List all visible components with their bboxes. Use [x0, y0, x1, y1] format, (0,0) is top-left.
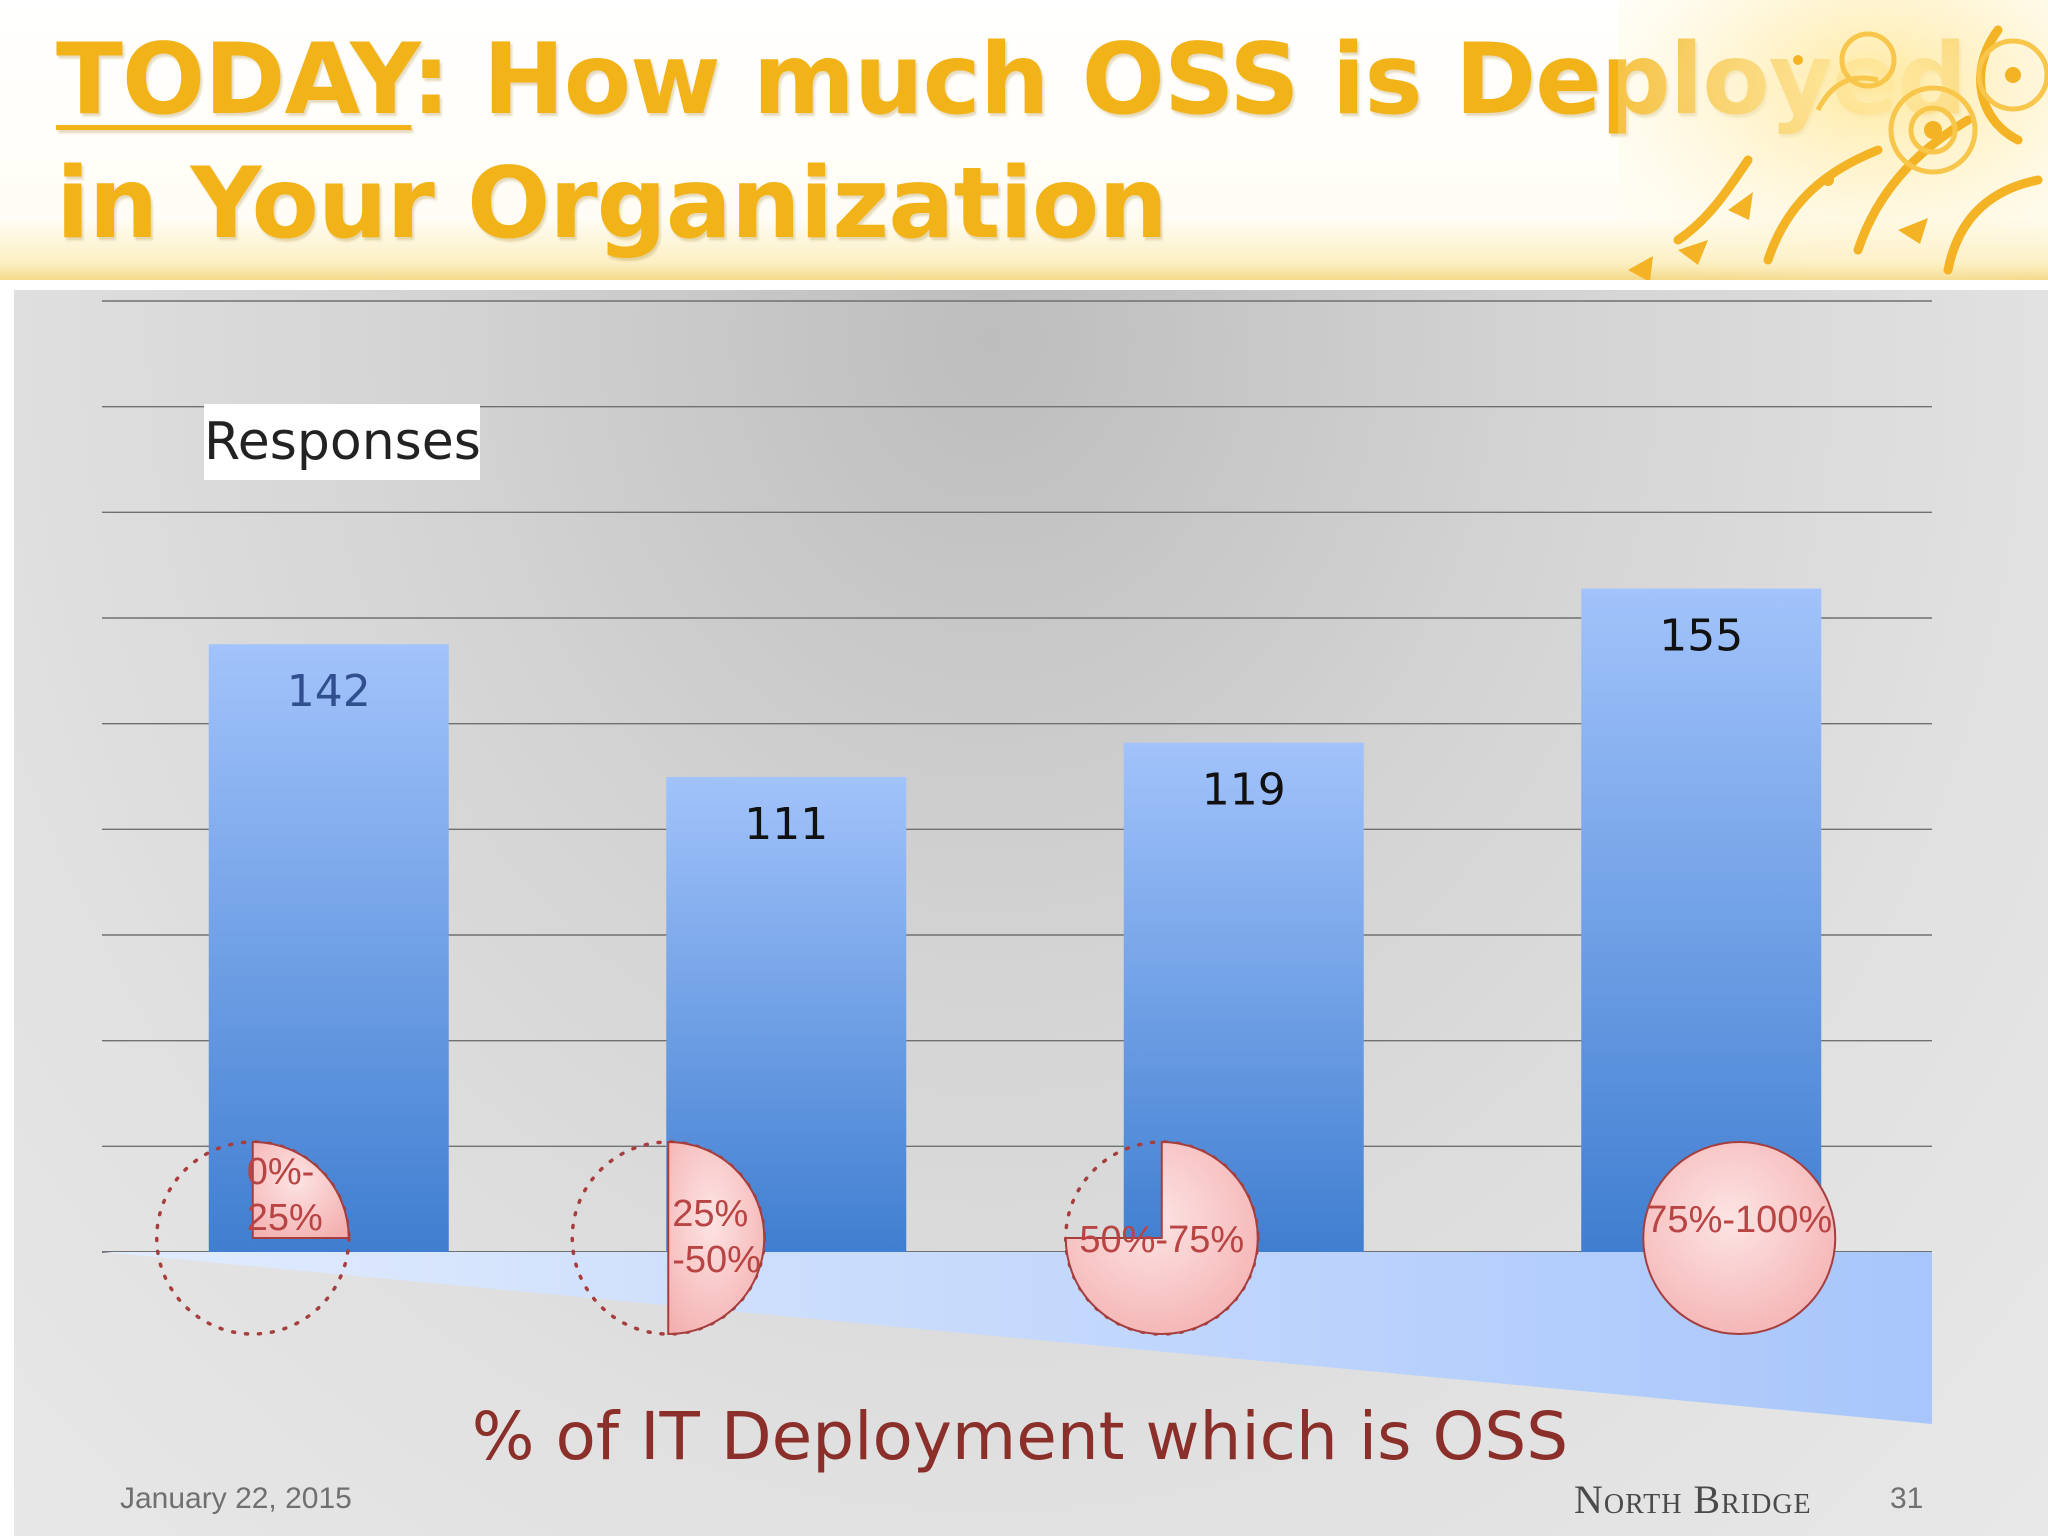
slide-header: TODAY: How much OSS is Deployed in Your … — [0, 0, 2048, 280]
category-label: 25% -50% — [672, 1193, 761, 1281]
category-label-line: 50%-75% — [1079, 1219, 1244, 1261]
category-label-line: 0%- — [247, 1151, 315, 1193]
bar-value-label: 142 — [287, 666, 371, 717]
pie-slice — [251, 1140, 350, 1239]
bar — [1123, 742, 1364, 1252]
axis-wedge — [102, 1252, 1932, 1424]
y-axis-label: Responses — [204, 404, 481, 480]
bar-value-label: 111 — [744, 799, 828, 850]
footer-date: January 22, 2015 — [120, 1482, 352, 1515]
category-label-line: -50% — [672, 1239, 761, 1281]
category-label-line: 75%-100% — [1646, 1199, 1832, 1241]
page-number: 31 — [1890, 1482, 1924, 1515]
category-label-line: 25% — [672, 1193, 748, 1235]
footer-brand-logo: North Bridge — [1574, 1477, 1812, 1522]
bar — [208, 644, 449, 1252]
category-label: 50%-75% — [1079, 1219, 1244, 1261]
pie-slice — [1642, 1141, 1837, 1335]
bar-value-label: 119 — [1202, 765, 1286, 816]
category-label-line: 25% — [247, 1197, 323, 1239]
decorative-swirl-ornament — [1618, 0, 2048, 280]
category-label: 75%-100% — [1646, 1199, 1832, 1241]
pie-slice — [1064, 1140, 1259, 1335]
category-label: 0%-25% — [247, 1151, 323, 1239]
x-axis-label: % of IT Deployment which is OSS — [471, 1398, 1569, 1475]
bar — [1581, 588, 1822, 1252]
title-highlight: TODAY — [56, 23, 412, 137]
bar-value-label: 155 — [1659, 611, 1743, 662]
pie-slice — [667, 1140, 766, 1336]
